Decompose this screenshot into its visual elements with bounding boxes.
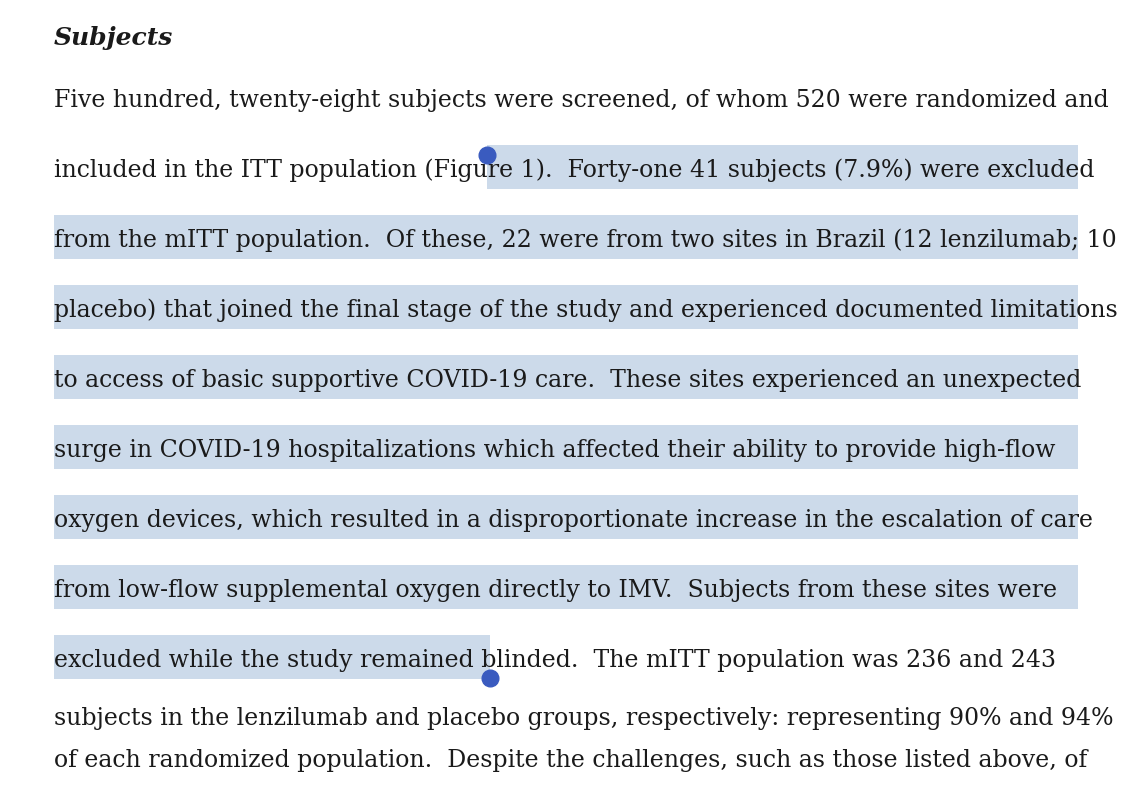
Bar bbox=[54, 564, 1078, 608]
Text: from low-flow supplemental oxygen directly to IMV.  Subjects from these sites we: from low-flow supplemental oxygen direct… bbox=[54, 578, 1058, 601]
Text: oxygen devices, which resulted in a disproportionate increase in the escalation : oxygen devices, which resulted in a disp… bbox=[54, 508, 1094, 531]
Text: of each randomized population.  Despite the challenges, such as those listed abo: of each randomized population. Despite t… bbox=[54, 749, 1087, 771]
Bar bbox=[54, 355, 1078, 399]
Text: to access of basic supportive COVID-19 care.  These sites experienced an unexpec: to access of basic supportive COVID-19 c… bbox=[54, 369, 1081, 392]
Text: included in the ITT population (Figure 1).  Forty-one 41 subjects (7.9%) were ex: included in the ITT population (Figure 1… bbox=[54, 158, 1095, 182]
Bar bbox=[54, 284, 1078, 329]
Text: subjects in the lenzilumab and placebo groups, respectively: representing 90% an: subjects in the lenzilumab and placebo g… bbox=[54, 707, 1114, 730]
Text: from the mITT population.  Of these, 22 were from two sites in Brazil (12 lenzil: from the mITT population. Of these, 22 w… bbox=[54, 229, 1117, 251]
Text: placebo) that joined the final stage of the study and experienced documented lim: placebo) that joined the final stage of … bbox=[54, 298, 1118, 322]
Bar bbox=[487, 144, 1078, 188]
Text: Subjects: Subjects bbox=[54, 26, 173, 50]
Text: excluded while the study remained blinded.  The mITT population was 236 and 243: excluded while the study remained blinde… bbox=[54, 649, 1056, 671]
Bar bbox=[54, 425, 1078, 469]
Text: surge in COVID-19 hospitalizations which affected their ability to provide high-: surge in COVID-19 hospitalizations which… bbox=[54, 438, 1055, 462]
Text: Five hundred, twenty-eight subjects were screened, of whom 520 were randomized a: Five hundred, twenty-eight subjects were… bbox=[54, 88, 1109, 111]
Bar bbox=[54, 214, 1078, 258]
Bar bbox=[54, 495, 1078, 539]
Bar bbox=[54, 634, 490, 678]
